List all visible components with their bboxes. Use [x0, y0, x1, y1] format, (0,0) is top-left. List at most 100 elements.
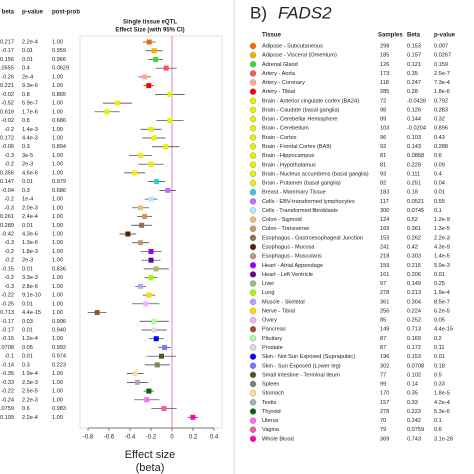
tissue-cell: Skin - Not Sun Exposed (Suprapubic) [262, 354, 355, 360]
pvalue-cell: 0.01 [22, 57, 33, 63]
beta-cell: -0.1 [4, 354, 14, 360]
pvalue-cell: 1.8e-5 [434, 391, 450, 397]
beta-cell: -0.17 [1, 319, 14, 325]
effect-point [142, 214, 148, 220]
samples-cell: 81 [380, 162, 386, 168]
pvalue-cell: 5.3e-6 [434, 409, 450, 415]
postprob-cell: 0.940 [52, 327, 66, 333]
beta-cell: 0.149 [407, 281, 421, 287]
samples-cell: 89 [380, 117, 386, 123]
pvalue-cell: 1.9e-4 [434, 290, 450, 296]
tissue-cell: Spleen [262, 382, 279, 388]
postprob-cell: 1.00 [52, 336, 63, 342]
tissue-dot [249, 70, 257, 77]
samples-cell: 185 [380, 53, 389, 59]
postprob-cell: 0.836 [52, 266, 66, 272]
beta-cell: 0.28 [407, 89, 418, 95]
samples-cell: 302 [380, 363, 389, 369]
pvalue-cell: 0.3 [22, 188, 30, 194]
beta-cell: 0.126 [407, 107, 421, 113]
beta-cell: -0.22 [1, 389, 14, 395]
tissue-dot [249, 399, 257, 406]
tissue-dot [249, 225, 257, 232]
effect-point [146, 388, 152, 394]
pvalue-cell: 4.3e-6 [22, 231, 38, 237]
beta-cell: -0.26 [1, 74, 14, 80]
beta-cell: -0.42 [1, 231, 14, 237]
beta-cell: 0.42 [407, 244, 418, 250]
postprob-cell: 1.00 [52, 415, 63, 421]
beta-cell: 0.33 [407, 400, 418, 406]
beta-cell: 0.0708 [407, 363, 424, 369]
tissue-cell: Adipose - Visceral (Omentum) [262, 53, 337, 59]
effect-point [138, 240, 143, 246]
beta-cell: -0.35 [1, 371, 14, 377]
samples-cell: 77 [380, 372, 386, 378]
effect-point [148, 248, 154, 254]
tissue-dot [249, 179, 257, 187]
tissue-dot [249, 371, 257, 379]
effect-point [151, 135, 157, 141]
beta-cell: -0.713 [0, 310, 14, 316]
tissue-cell: Testis [262, 400, 277, 406]
postprob-cell: 1.00 [52, 380, 63, 386]
beta-cell: 0.0868 [407, 153, 424, 159]
forest-title: Effect Size (with 95% CI) [115, 28, 184, 34]
postprob-cell: 0.906 [52, 319, 66, 325]
tissue-cell: Colon - Sigmoid [262, 217, 302, 223]
gene-name: FADS2 [278, 3, 332, 22]
tissue-cell: Cells - Transformed fibroblasts [262, 208, 338, 214]
tissue-dot [249, 307, 257, 315]
beta-cell: 0.52 [407, 217, 418, 223]
beta-cell: -0.06 [1, 144, 14, 150]
effect-point [148, 126, 154, 132]
beta-cell: -0.0555 [0, 66, 14, 72]
postprob-cell: 1.00 [52, 162, 63, 168]
effect-point [153, 266, 159, 272]
tissue-cell: Colon - Transverse [262, 226, 309, 232]
beta-cell: -0.2 [4, 127, 14, 133]
postprob-cell: 0.959 [52, 48, 66, 54]
beta-cell: -0.24 [1, 397, 14, 403]
samples-cell: 278 [380, 290, 389, 296]
pvalue-cell: 0.01 [22, 301, 33, 307]
pvalue-cell: 0.01 [22, 179, 33, 185]
effect-point [162, 344, 168, 350]
postprob-cell: 1.00 [52, 205, 63, 211]
pvalue-cell: 0.007 [434, 43, 448, 49]
samples-cell: 79 [380, 427, 386, 433]
tissue-cell: Heart - Left Ventricle [262, 272, 313, 278]
x-tick-label: -0.8 [83, 435, 94, 441]
pvalue-cell: 5.9e-3 [434, 263, 450, 269]
beta-cell: -0.172 [0, 135, 14, 141]
postprob-cell: 0.865 [52, 92, 66, 98]
tissue-dot [249, 106, 257, 114]
tissue-dot [249, 243, 257, 251]
postprob-cell: 1.00 [52, 258, 63, 264]
tissue-cell: Brain - Cerebellum [262, 126, 309, 132]
pvalue-cell: 0.01 [434, 272, 445, 278]
postprob-cell: 1.00 [52, 249, 63, 255]
tissue-dot [249, 335, 257, 342]
effect-point [165, 187, 171, 193]
samples-cell: 300 [380, 208, 389, 214]
tissue-cell: Small Intestine - Terminal Ileum [262, 372, 340, 378]
tissue-cell: Nerve - Tibial [262, 308, 295, 314]
postprob-cell: 0.992 [52, 345, 66, 351]
pvalue-cell: 6.2e-5 [434, 308, 450, 314]
tissue-dot [249, 115, 257, 123]
tissue-dot [249, 262, 257, 269]
beta-cell: 0.215 [407, 263, 421, 269]
tissue-dot [249, 435, 257, 443]
pvalue-cell: 2.2e-4 [22, 415, 38, 421]
tissue-dot [249, 152, 257, 159]
pvalue-cell: 2.4e-4 [22, 214, 38, 220]
samples-cell: 82 [380, 181, 386, 187]
tissue-dot [249, 417, 257, 424]
samples-cell: 126 [380, 62, 389, 68]
effect-point [125, 231, 131, 237]
samples-cell: 149 [380, 327, 389, 333]
beta-cell: -0.14 [1, 362, 14, 368]
beta-cell: 0.35 [407, 71, 418, 77]
beta-cell: -0.2 [4, 162, 14, 168]
